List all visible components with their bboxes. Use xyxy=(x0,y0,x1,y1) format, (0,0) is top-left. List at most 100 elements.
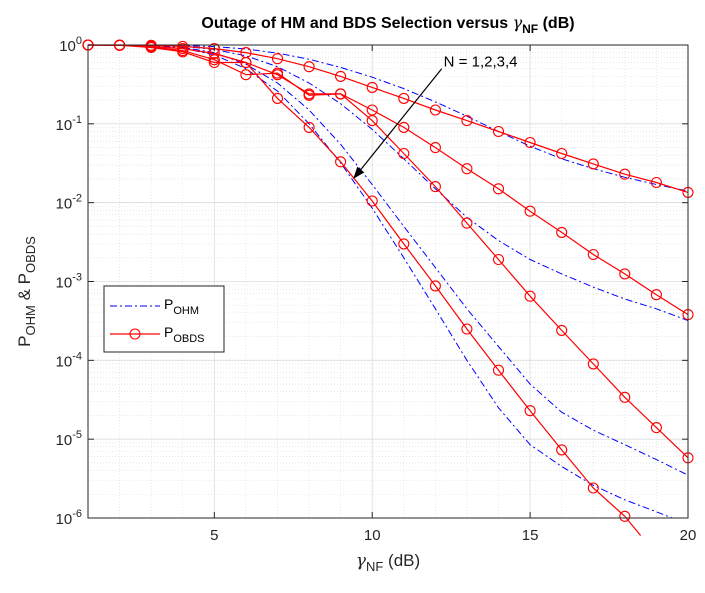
obds-marker-n1 xyxy=(429,104,441,116)
legend: POHM POBDS xyxy=(103,285,225,353)
obds-marker-n1 xyxy=(556,147,568,160)
y-tick-label: 10-3 xyxy=(56,272,82,292)
series-line-obds-n4 xyxy=(87,44,642,536)
annotation-arrow-head xyxy=(353,166,365,179)
obds-marker-n2 xyxy=(650,289,662,301)
obds-marker-n4 xyxy=(619,510,631,522)
legend-label-obds: POBDS xyxy=(164,324,205,345)
y-tick-exponent: -3 xyxy=(72,272,82,284)
obds-marker-n3 xyxy=(208,54,220,66)
obds-marker-n3 xyxy=(398,147,410,160)
obds-marker-n1 xyxy=(587,158,599,170)
y-tick-base: 10 xyxy=(56,196,73,213)
annotation-arrow xyxy=(360,68,443,170)
xlabel-subscript: NF xyxy=(366,559,383,574)
y-tick-base: 10 xyxy=(56,117,73,134)
obds-marker-n4 xyxy=(145,41,157,54)
x-tick-label: 15 xyxy=(522,527,539,544)
obds-marker-n4 xyxy=(461,323,473,335)
obds-marker-n3 xyxy=(524,290,536,302)
obds-marker-n2 xyxy=(461,163,473,175)
obds-marker-n3 xyxy=(619,391,631,403)
y-tick-label: 10-5 xyxy=(56,429,82,449)
obds-marker-n3 xyxy=(429,181,441,193)
y-tick-exponent: -2 xyxy=(72,193,82,205)
y-tick-base: 10 xyxy=(56,511,73,528)
obds-marker-n2 xyxy=(366,104,378,116)
obds-marker-n2 xyxy=(398,121,410,133)
legend-obds-sub: OBDS xyxy=(173,333,204,345)
obds-marker-n2 xyxy=(492,183,505,195)
ylabel-p1: P xyxy=(15,335,34,346)
obds-marker-n2 xyxy=(524,205,536,217)
y-tick-base: 10 xyxy=(56,275,73,292)
y-tick-exponent: -4 xyxy=(72,350,82,362)
obds-marker-n4 xyxy=(429,280,441,292)
title-unit: (dB) xyxy=(538,15,574,32)
obds-marker-n3 xyxy=(366,115,378,127)
obds-marker-n1 xyxy=(303,61,315,73)
obds-marker-n3 xyxy=(461,217,473,229)
obds-marker-n3 xyxy=(303,89,315,101)
x-tick-label: 10 xyxy=(364,527,381,544)
x-tick-label: 5 xyxy=(210,527,218,544)
xlabel-unit: (dB) xyxy=(383,551,420,570)
obds-marker-n1 xyxy=(524,136,536,149)
obds-marker-n3 xyxy=(492,253,505,266)
obds-marker-n4 xyxy=(398,238,410,250)
obds-marker-n3 xyxy=(335,88,347,100)
obds-marker-n1 xyxy=(619,168,631,180)
obds-marker-n2 xyxy=(429,142,441,154)
y-tick-exponent: -6 xyxy=(72,508,82,520)
obds-marker-n1 xyxy=(461,115,473,127)
y-tick-base: 10 xyxy=(59,38,76,55)
obds-marker-n1 xyxy=(650,176,662,189)
obds-marker-n4 xyxy=(271,92,284,104)
ylabel-sub1: OHM xyxy=(23,305,38,335)
annotation: N = 1,2,3,4 xyxy=(353,54,517,179)
obds-marker-n2 xyxy=(556,226,568,238)
obds-marker-n1 xyxy=(398,92,410,104)
obds-marker-n1 xyxy=(271,53,284,65)
obds-marker-n4 xyxy=(240,56,252,69)
y-tick-exponent: 0 xyxy=(76,35,82,47)
obds-marker-n4 xyxy=(335,156,347,168)
legend-obds-base: P xyxy=(164,324,173,340)
y-tick-exponent: -1 xyxy=(72,114,82,126)
legend-label-ohm: POHM xyxy=(164,296,199,317)
legend-ohm-base: P xyxy=(164,296,173,312)
title-gamma-subscript: NF xyxy=(522,22,538,36)
obds-marker-n2 xyxy=(619,268,631,280)
series-line-ohm-n1 xyxy=(88,44,689,192)
obds-marker-n4 xyxy=(208,56,220,69)
legend-marker-obds xyxy=(129,328,141,340)
obds-marker-n2 xyxy=(587,248,599,261)
x-tick-label: 20 xyxy=(680,527,697,544)
y-tick-base: 10 xyxy=(56,353,73,370)
obds-marker-n4 xyxy=(303,121,315,133)
y-tick-label: 10-6 xyxy=(56,508,82,528)
ylabel-sub2: OBDS xyxy=(23,236,38,273)
obds-marker-n4 xyxy=(366,195,378,207)
y-axis-label: POHM & POBDS xyxy=(15,236,38,347)
obds-marker-n1 xyxy=(335,70,347,82)
obds-marker-n4 xyxy=(177,46,189,58)
legend-box xyxy=(103,285,225,353)
series-layer xyxy=(82,39,694,536)
legend-ohm-sub: OHM xyxy=(173,305,199,317)
title-main: Outage of HM and BDS Selection versus xyxy=(201,15,512,32)
obds-marker-n3 xyxy=(587,358,599,370)
title-gamma-symbol: γ xyxy=(513,13,523,32)
obds-marker-n4 xyxy=(556,444,568,456)
chart-title: Outage of HM and BDS Selection versus γN… xyxy=(201,13,574,36)
y-tick-label: 10-4 xyxy=(56,350,82,370)
ylabel-and-p2: & P xyxy=(15,273,34,305)
obds-marker-n3 xyxy=(650,422,662,434)
y-tick-base: 10 xyxy=(56,432,73,449)
xlabel-gamma-symbol: γ xyxy=(356,551,367,571)
obds-marker-n3 xyxy=(240,69,252,81)
obds-marker-n4 xyxy=(587,482,599,494)
obds-marker-n3 xyxy=(556,324,568,336)
